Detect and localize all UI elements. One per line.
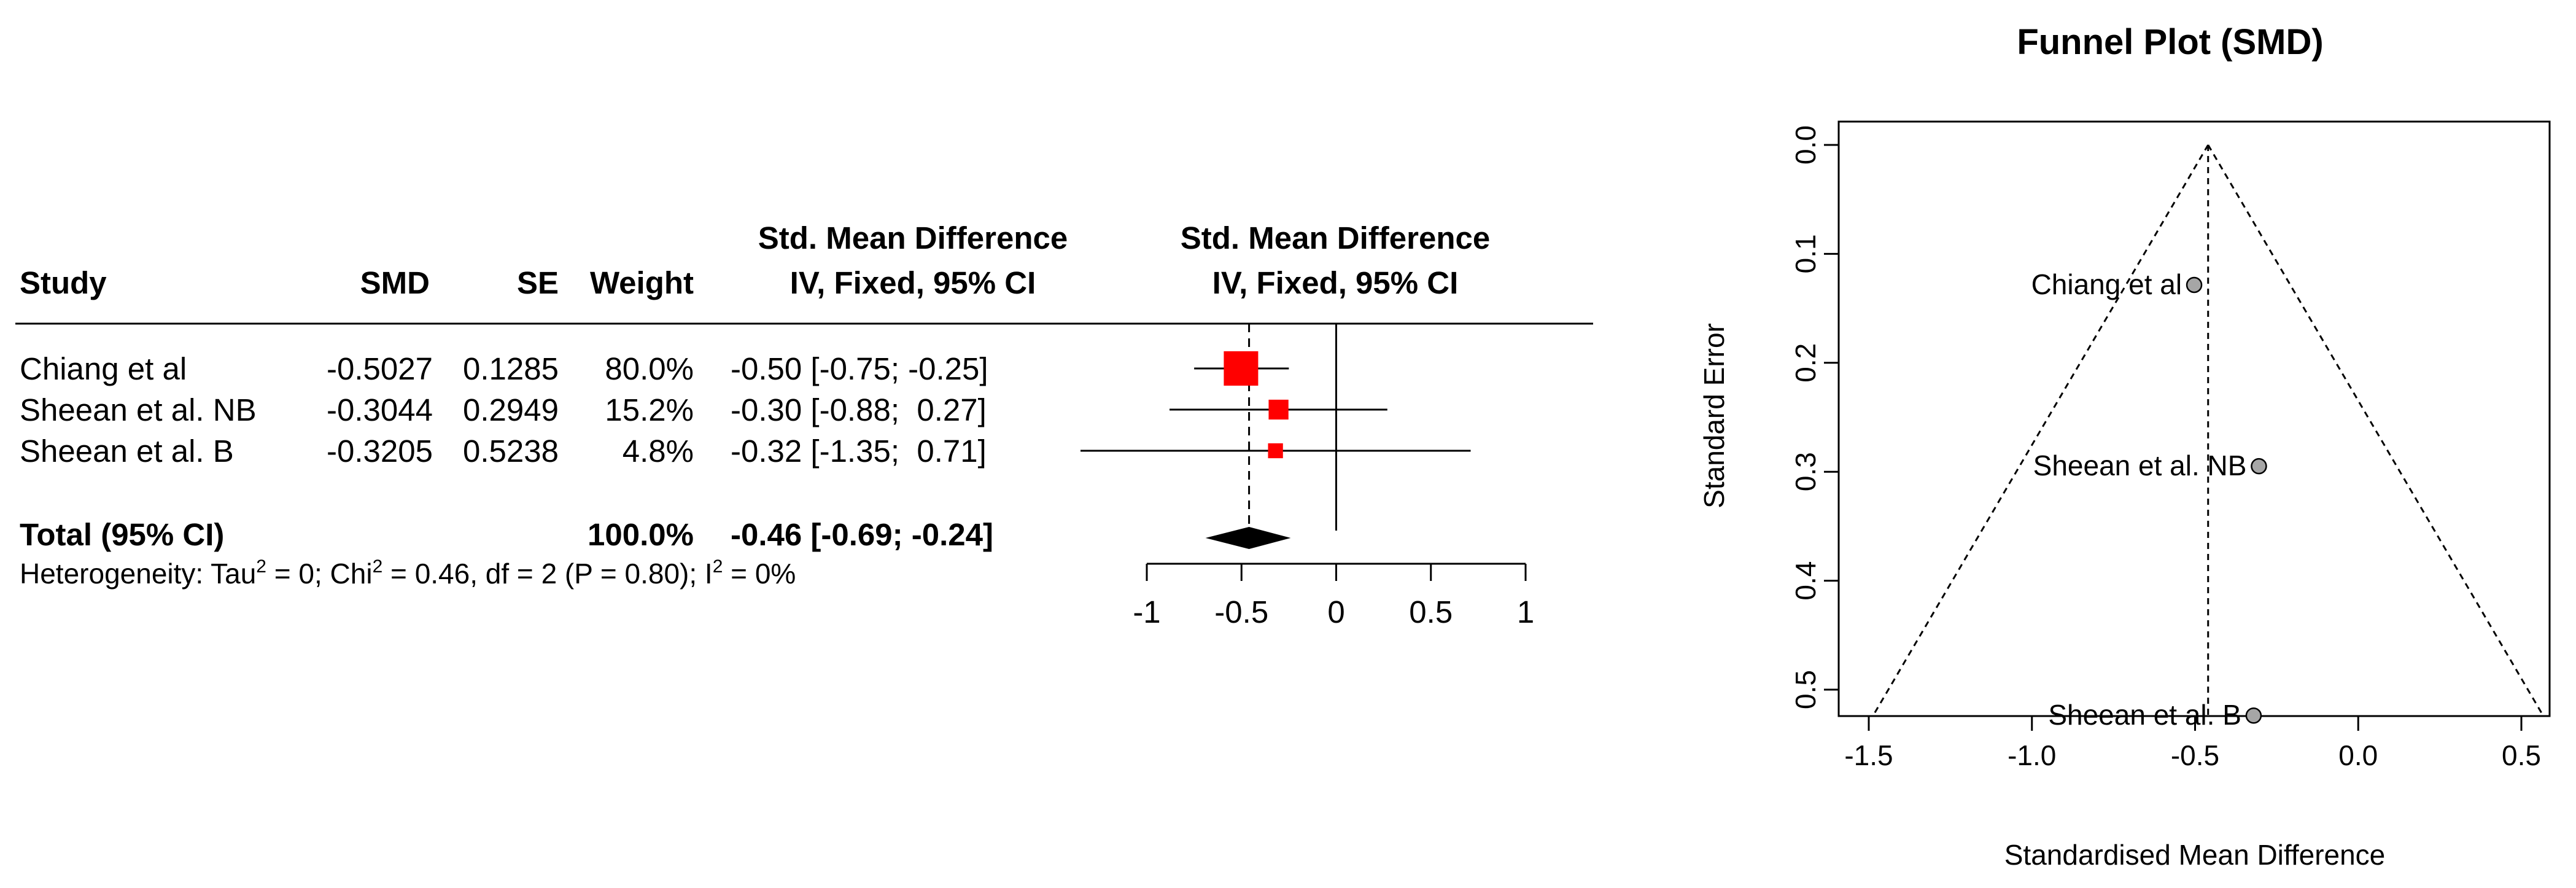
study-marker: [1224, 351, 1259, 386]
study-marker: [1268, 399, 1289, 420]
study-smd: -0.3205: [327, 434, 433, 469]
funnel-x-label: Standardised Mean Difference: [2004, 839, 2386, 871]
funnel-point-label: Sheean et al. B: [2048, 699, 2241, 731]
col-header-plot-line2: IV, Fixed, 95% CI: [1212, 265, 1459, 300]
funnel-x-tick-label: -0.5: [2171, 739, 2219, 771]
total-weight: 100.0%: [588, 517, 694, 552]
summary-diamond: [1205, 527, 1291, 549]
table-row: Sheean et al. B -0.3205 0.5238 4.8% -0.3…: [20, 434, 987, 469]
study-name: Sheean et al. NB: [20, 392, 257, 427]
het-mid: = 0; Chi: [266, 558, 373, 590]
funnel-x-tick-label: -1.0: [2008, 739, 2056, 771]
forest-x-tick-label: 0.5: [1409, 594, 1453, 629]
study-se: 0.2949: [463, 392, 559, 427]
funnel-x-tick-label: 0.0: [2338, 739, 2378, 771]
het-end: = 0%: [723, 558, 796, 590]
study-se: 0.5238: [463, 434, 559, 469]
funnel-x-tick-label: 0.5: [2502, 739, 2541, 771]
het-sup: 2: [256, 556, 266, 577]
table-row: Sheean et al. NB -0.3044 0.2949 15.2% -0…: [20, 392, 987, 427]
forest-rows: Chiang et al -0.5027 0.1285 80.0% -0.50 …: [20, 351, 993, 590]
funnel-y-tick-label: 0.2: [1790, 343, 1821, 383]
forest-x-tick-label: -1: [1133, 594, 1160, 629]
het-sup: 2: [713, 556, 723, 577]
col-header-plot-line1: Std. Mean Difference: [1181, 220, 1490, 255]
funnel-plot-frame: [1837, 120, 2551, 717]
total-ci: -0.46 [-0.69; -0.24]: [731, 517, 993, 552]
study-markers: [1224, 351, 1289, 459]
study-ci: -0.30 [-0.88; 0.27]: [731, 392, 987, 427]
forest-plot: Study SMD SE Weight Std. Mean Difference…: [15, 220, 1593, 629]
funnel-point-label: Sheean et al. NB: [2033, 450, 2247, 481]
forest-x-tick-label: 1: [1517, 594, 1534, 629]
col-header-ci-line1: Std. Mean Difference: [758, 220, 1068, 255]
heterogeneity-text: Heterogeneity: Tau2 = 0; Chi2 = 0.46, df…: [20, 556, 796, 590]
funnel-y-tick-label: 0.4: [1790, 561, 1821, 601]
funnel-point: [2251, 458, 2267, 475]
funnel-plot: Funnel Plot (SMD) Standard Error Standar…: [1698, 22, 2551, 871]
funnel-x-tick-label: -1.5: [1844, 739, 1893, 771]
study-weight: 80.0%: [605, 351, 694, 386]
study-smd: -0.5027: [327, 351, 433, 386]
het-prefix: Heterogeneity: Tau: [20, 558, 256, 590]
study-smd: -0.3044: [327, 392, 433, 427]
study-weight: 4.8%: [623, 434, 694, 469]
funnel-y-tick-label: 0.5: [1790, 670, 1821, 709]
funnel-graphic: Chiang et al Sheean et al. NB Sheean et al…: [1790, 125, 2544, 771]
col-header-smd: SMD: [360, 265, 430, 300]
funnel-left-boundary: [1872, 144, 2209, 716]
funnel-y-ticks: 0.0 0.1 0.2 0.3 0.4 0.5: [1790, 125, 1839, 709]
table-row: Chiang et al -0.5027 0.1285 80.0% -0.50 …: [20, 351, 988, 386]
forest-x-ticks: -1 -0.5 0 0.5 1: [1133, 564, 1534, 629]
funnel-point: [2245, 707, 2262, 724]
funnel-title: Funnel Plot (SMD): [2017, 22, 2323, 62]
forest-graphic: -1 -0.5 0 0.5 1: [1080, 324, 1534, 629]
funnel-y-tick-label: 0.3: [1790, 452, 1821, 491]
col-header-se: SE: [517, 265, 559, 300]
forest-x-tick-label: -0.5: [1214, 594, 1268, 629]
total-row: Total (95% CI) 100.0% -0.46 [-0.69; -0.2…: [20, 517, 993, 552]
funnel-y-tick-label: 0.0: [1790, 125, 1821, 165]
study-marker: [1268, 443, 1283, 459]
funnel-point-label: Chiang et al: [2031, 268, 2182, 300]
study-se: 0.1285: [463, 351, 559, 386]
study-ci: -0.50 [-0.75; -0.25]: [731, 351, 988, 386]
funnel-y-label: Standard Error: [1698, 323, 1730, 508]
forest-header: Study SMD SE Weight Std. Mean Difference…: [15, 220, 1593, 325]
study-weight: 15.2%: [605, 392, 694, 427]
funnel-x-ticks: -1.5 -1.0 -0.5 0.0 0.5: [1844, 716, 2541, 771]
total-label: Total (95% CI): [20, 517, 224, 552]
study-name: Chiang et al: [20, 351, 187, 386]
forest-x-tick-label: 0: [1327, 594, 1344, 629]
col-header-study: Study: [20, 265, 107, 300]
funnel-right-boundary: [2207, 144, 2544, 716]
funnel-points: Chiang et al Sheean et al. NB Sheean et al…: [2031, 268, 2267, 731]
funnel-point: [2186, 276, 2203, 294]
col-header-ci-line2: IV, Fixed, 95% CI: [790, 265, 1036, 300]
study-ci: -0.32 [-1.35; 0.71]: [731, 434, 987, 469]
study-name: Sheean et al. B: [20, 434, 234, 469]
het-mid: = 0.46, df = 2 (P = 0.80); I: [382, 558, 712, 590]
het-sup: 2: [373, 556, 383, 577]
funnel-y-tick-label: 0.1: [1790, 234, 1821, 273]
col-header-weight: Weight: [590, 265, 694, 300]
